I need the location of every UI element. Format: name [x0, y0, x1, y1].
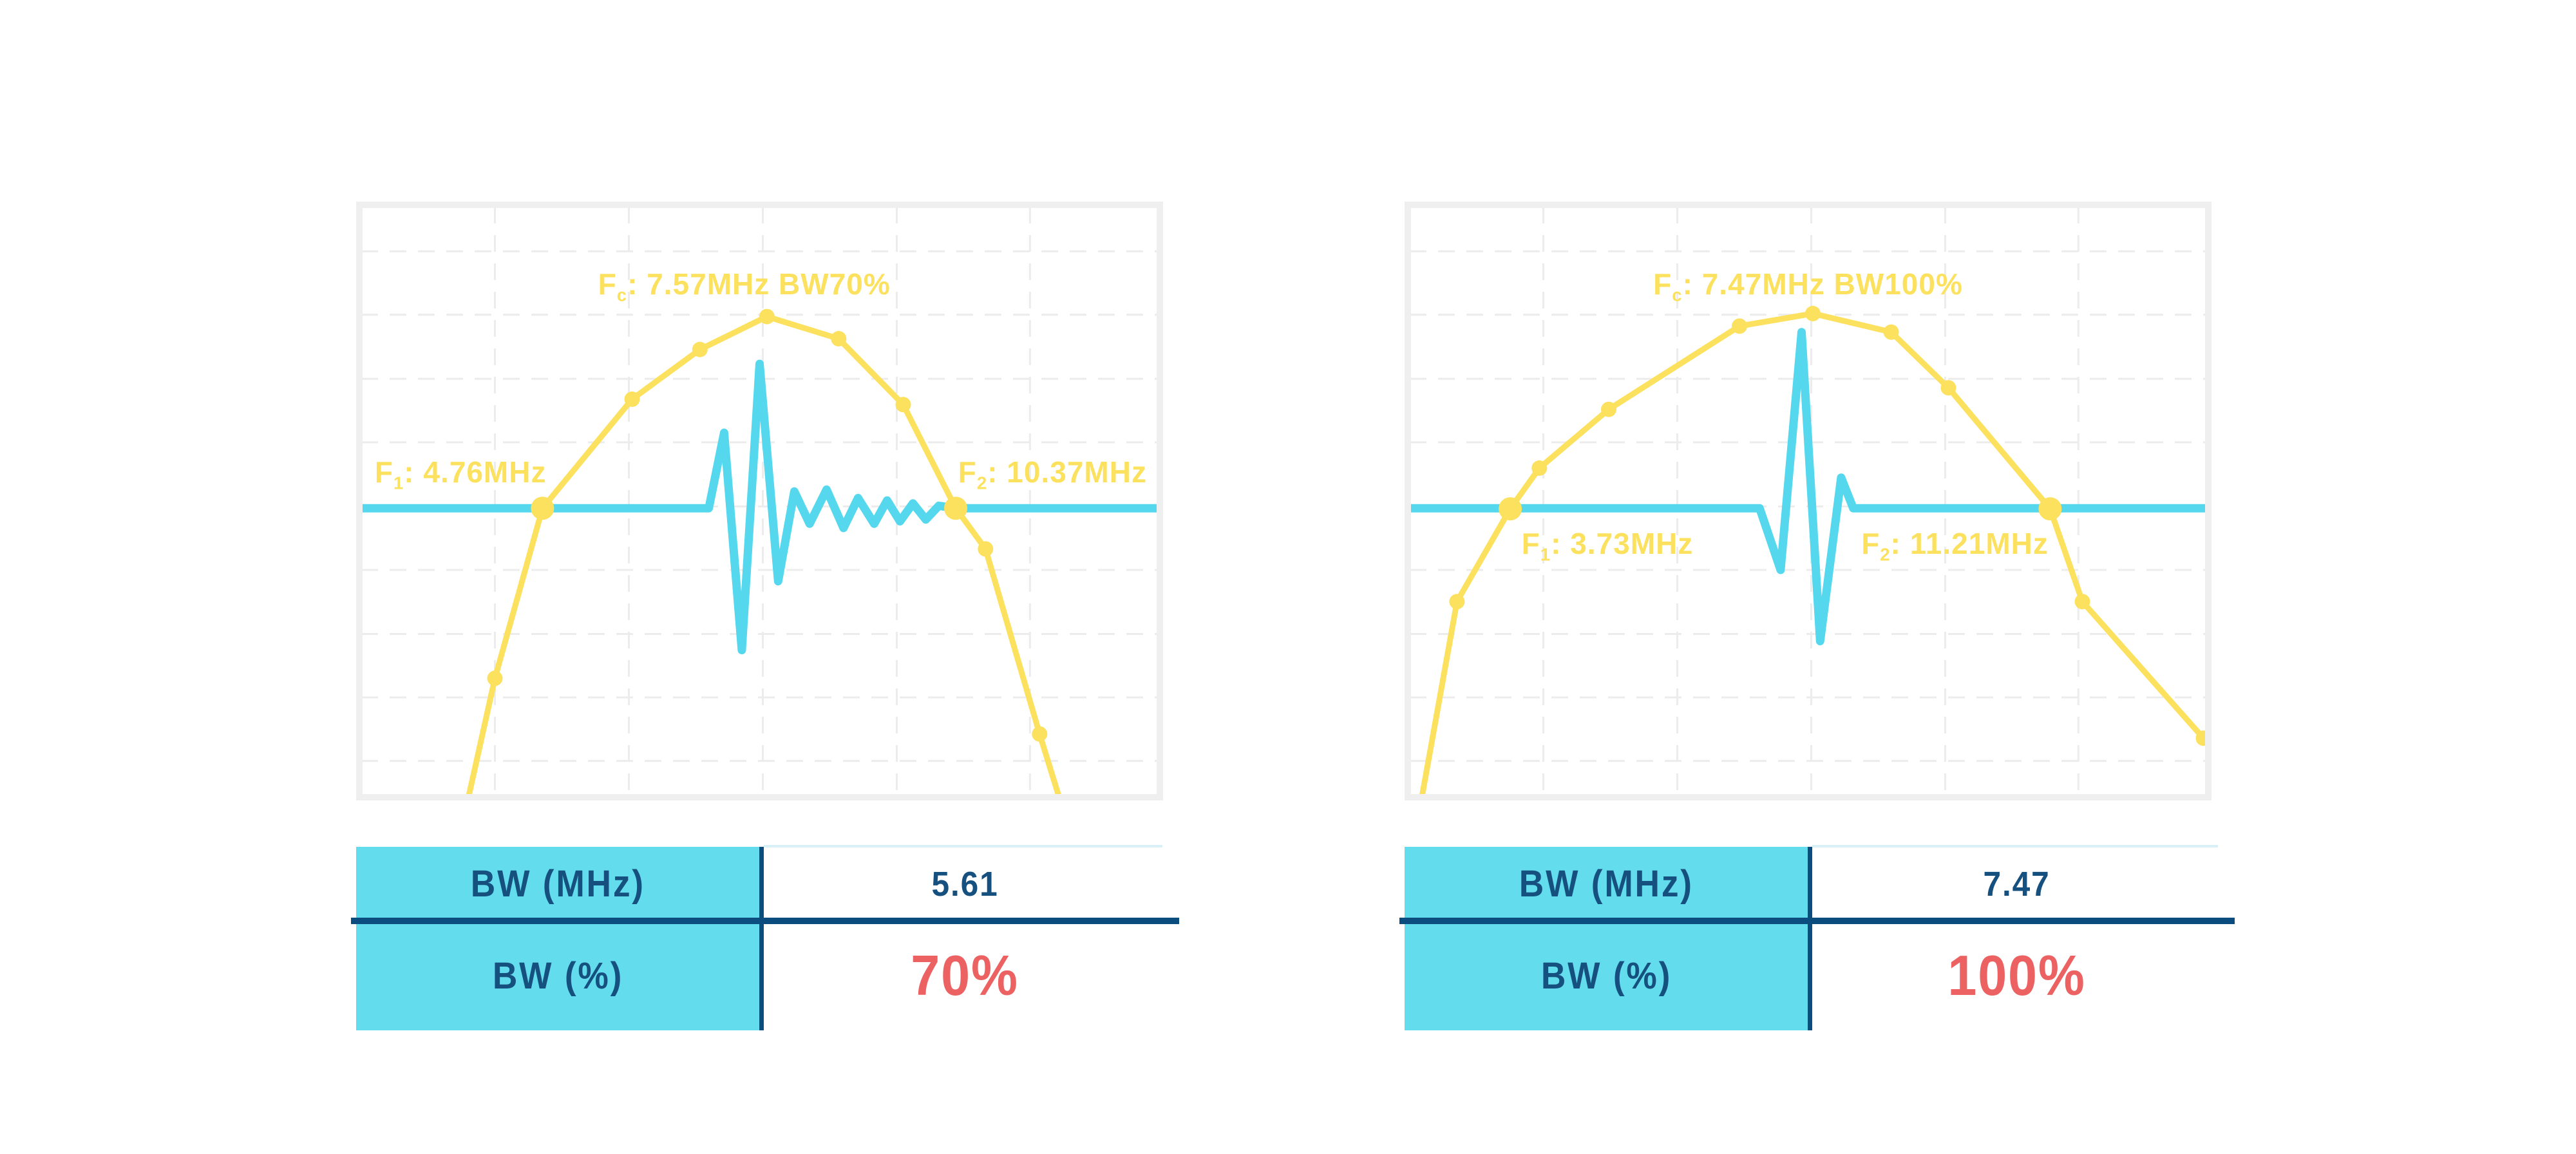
fc-prefix: F: [598, 267, 617, 301]
bw-percent-value: 100%: [1947, 943, 2087, 1007]
f2-annotation: F2: 10.37MHz: [958, 457, 1147, 492]
fc-annotation: Fc: 7.57MHz BW70%: [598, 269, 891, 304]
f2-text: : 11.21MHz: [1890, 526, 2049, 560]
bw-percent-label-cell: BW (%): [356, 921, 764, 1030]
f1-annotation: F1: 3.73MHz: [1522, 529, 1694, 563]
bw-percent-label-cell: BW (%): [1405, 921, 1812, 1030]
f1-prefix: F: [374, 455, 393, 489]
bw-mhz-value: 5.61: [931, 864, 999, 903]
bw-mhz-label: BW (MHz): [1519, 863, 1694, 905]
bw-percent-value-cell: 70%: [764, 921, 1166, 1030]
f2-subscript: 2: [976, 473, 988, 493]
f2-text: : 10.37MHz: [987, 455, 1147, 489]
fc-prefix: F: [1653, 267, 1672, 301]
table-top-border: [1812, 845, 2218, 847]
fc-subscript: c: [616, 285, 628, 305]
bw-percent-label: BW (%): [492, 954, 623, 997]
bw-mhz-label-cell: BW (MHz): [356, 847, 764, 921]
bw-mhz-value-cell: 7.47: [1812, 847, 2222, 921]
f1-text: : 3.73MHz: [1551, 526, 1694, 560]
spectrum-plot-bw100: Fc: 7.47MHz BW100% F1: 3.73MHz F2: 11.21…: [1405, 202, 2211, 800]
table-row: BW (MHz) 7.47: [1405, 847, 2222, 921]
spectrum-plot-bw70-canvas: [356, 202, 1163, 800]
fc-subscript: c: [1672, 285, 1683, 305]
table-row: BW (%) 70%: [356, 921, 1166, 1030]
f2-annotation: F2: 11.21MHz: [1861, 529, 2049, 563]
fc-annotation: Fc: 7.47MHz BW100%: [1653, 269, 1963, 304]
table-row-divider: [1399, 918, 2235, 924]
table-row: BW (MHz) 5.61: [356, 847, 1166, 921]
bw-percent-value-cell: 100%: [1812, 921, 2222, 1030]
bw-table-bw70: BW (MHz) 5.61 BW (%) 70%: [351, 845, 1179, 1030]
f1-subscript: 1: [393, 473, 404, 493]
bw-table-bw100: BW (MHz) 7.47 BW (%) 100%: [1399, 845, 2235, 1030]
table-row: BW (%) 100%: [1405, 921, 2222, 1030]
bw-mhz-value-cell: 5.61: [764, 847, 1166, 921]
f1-annotation: F1: 4.76MHz: [375, 457, 547, 492]
table-row-divider: [351, 918, 1179, 924]
f1-text: : 4.76MHz: [404, 455, 547, 489]
bw-percent-value: 70%: [911, 943, 1019, 1007]
bw-mhz-label-cell: BW (MHz): [1405, 847, 1812, 921]
f2-prefix: F: [958, 455, 977, 489]
f1-subscript: 1: [1540, 544, 1551, 565]
bw-percent-label: BW (%): [1540, 954, 1672, 997]
f1-prefix: F: [1521, 526, 1540, 560]
table-top-border: [764, 845, 1162, 847]
spectrum-plot-bw70: Fc: 7.57MHz BW70% F1: 4.76MHz F2: 10.37M…: [356, 202, 1163, 800]
fc-text: : 7.47MHz BW100%: [1682, 267, 1963, 301]
fc-text: : 7.57MHz BW70%: [627, 267, 891, 301]
spectrum-plot-bw100-canvas: [1405, 202, 2211, 800]
f2-subscript: 2: [1880, 544, 1891, 565]
bw-mhz-label: BW (MHz): [470, 863, 645, 905]
f2-prefix: F: [1861, 526, 1880, 560]
bw-mhz-value: 7.47: [1983, 864, 2051, 903]
